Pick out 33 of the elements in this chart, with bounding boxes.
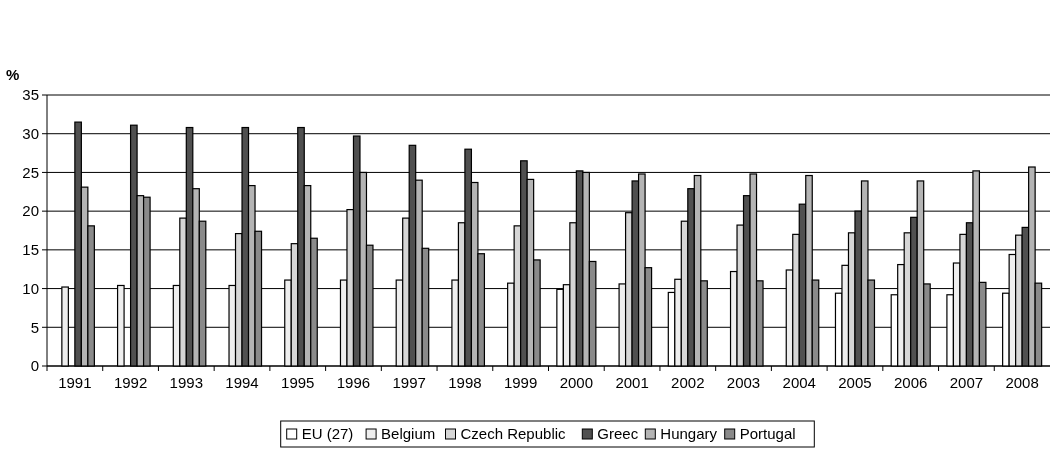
x-tick-label: 2002 xyxy=(671,374,705,391)
x-tick-label: 1992 xyxy=(113,374,148,391)
x-tick-label: 1993 xyxy=(169,374,203,391)
legend-label: EU (27) xyxy=(301,425,354,442)
x-tick-label: 1997 xyxy=(392,374,426,391)
legend-label: Portugal xyxy=(739,425,796,442)
x-tick-label: 1996 xyxy=(336,374,371,391)
x-tick-label: 2000 xyxy=(559,374,594,391)
x-tick-label: 2001 xyxy=(615,374,649,391)
y-tick-label: 5 xyxy=(30,318,39,336)
x-tick-label: 1998 xyxy=(448,374,482,391)
y-axis-title: % xyxy=(6,66,20,83)
legend-label: Greec xyxy=(597,425,639,442)
x-tick-label: 1999 xyxy=(503,374,538,391)
y-tick-label: 10 xyxy=(22,279,39,297)
x-tick-label: 2004 xyxy=(782,374,816,391)
x-tick-label: 2008 xyxy=(1005,374,1039,391)
x-tick-label: 1995 xyxy=(281,374,315,391)
y-tick-label: 15 xyxy=(22,241,39,259)
y-tick-label: 30 xyxy=(22,124,39,142)
legend-label: Hungary xyxy=(660,425,718,442)
x-tick-label: 2005 xyxy=(838,374,872,391)
y-tick-label: 20 xyxy=(22,202,39,220)
x-tick-label: 2007 xyxy=(949,374,984,391)
y-tick-label: 25 xyxy=(22,163,39,181)
x-tick-label: 1991 xyxy=(58,374,92,391)
legend-label: Belgium xyxy=(381,425,436,442)
x-tick-label: 2003 xyxy=(726,374,761,391)
x-tick-label: 1994 xyxy=(225,374,259,391)
y-tick-label: 35 xyxy=(22,86,39,104)
legend-label: Czech Republic xyxy=(460,425,567,442)
y-tick-label: 0 xyxy=(30,357,39,375)
x-tick-label: 2006 xyxy=(894,374,928,391)
